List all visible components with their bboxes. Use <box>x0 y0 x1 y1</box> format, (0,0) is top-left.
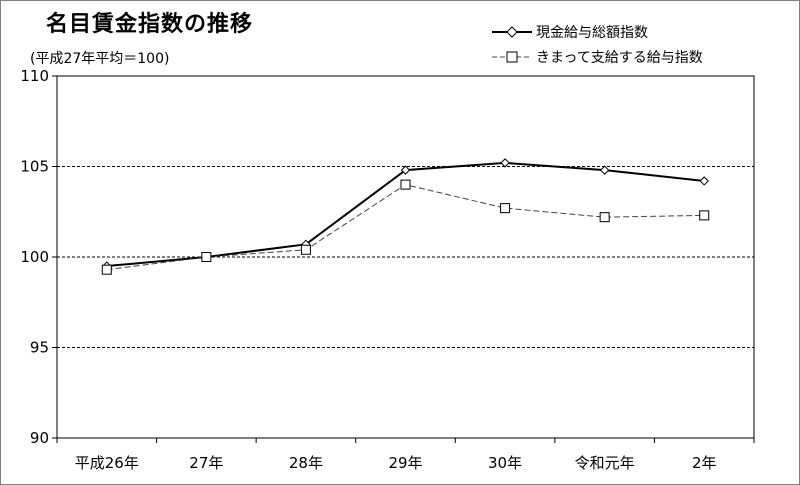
x-tick-label: 27年 <box>189 454 223 472</box>
data-point-square <box>201 252 212 262</box>
x-tick-label: 28年 <box>289 454 323 472</box>
data-point-diamond <box>599 165 610 175</box>
x-tick-label: 30年 <box>488 454 522 472</box>
legend-marker-square-icon <box>492 51 532 63</box>
data-point-square <box>101 264 112 275</box>
data-point-diamond <box>699 176 709 186</box>
chart-subtitle: (平成27年平均＝100) <box>30 51 170 67</box>
x-tick-label: 2年 <box>692 454 717 472</box>
x-tick-label: 令和元年 <box>575 454 635 472</box>
x-tick-label: 平成26年 <box>75 454 139 472</box>
legend-label-regular-pay: きまって支給する給与指数 <box>536 50 703 66</box>
chart-title: 名目賃金指数の推移 <box>46 12 254 37</box>
data-point-square <box>699 210 710 221</box>
data-point-diamond <box>500 158 510 168</box>
y-tick-label: 90 <box>30 429 49 447</box>
data-point-square <box>500 203 511 214</box>
data-point-square <box>400 179 411 190</box>
y-tick-label: 95 <box>30 339 49 357</box>
data-point-square <box>300 244 311 255</box>
y-tick-label: 110 <box>20 67 49 85</box>
legend-label-total-cash: 現金給与総額指数 <box>536 25 648 41</box>
legend-marker-diamond-icon <box>492 26 532 38</box>
y-tick-label: 100 <box>20 248 49 266</box>
data-point-diamond <box>400 165 411 175</box>
data-point-square <box>599 212 610 223</box>
x-tick-label: 29年 <box>388 454 422 472</box>
legend-item-total-cash: 現金給与総額指数 <box>492 22 648 42</box>
legend-item-regular-pay: きまって支給する給与指数 <box>492 47 703 67</box>
y-tick-label: 105 <box>20 158 49 176</box>
